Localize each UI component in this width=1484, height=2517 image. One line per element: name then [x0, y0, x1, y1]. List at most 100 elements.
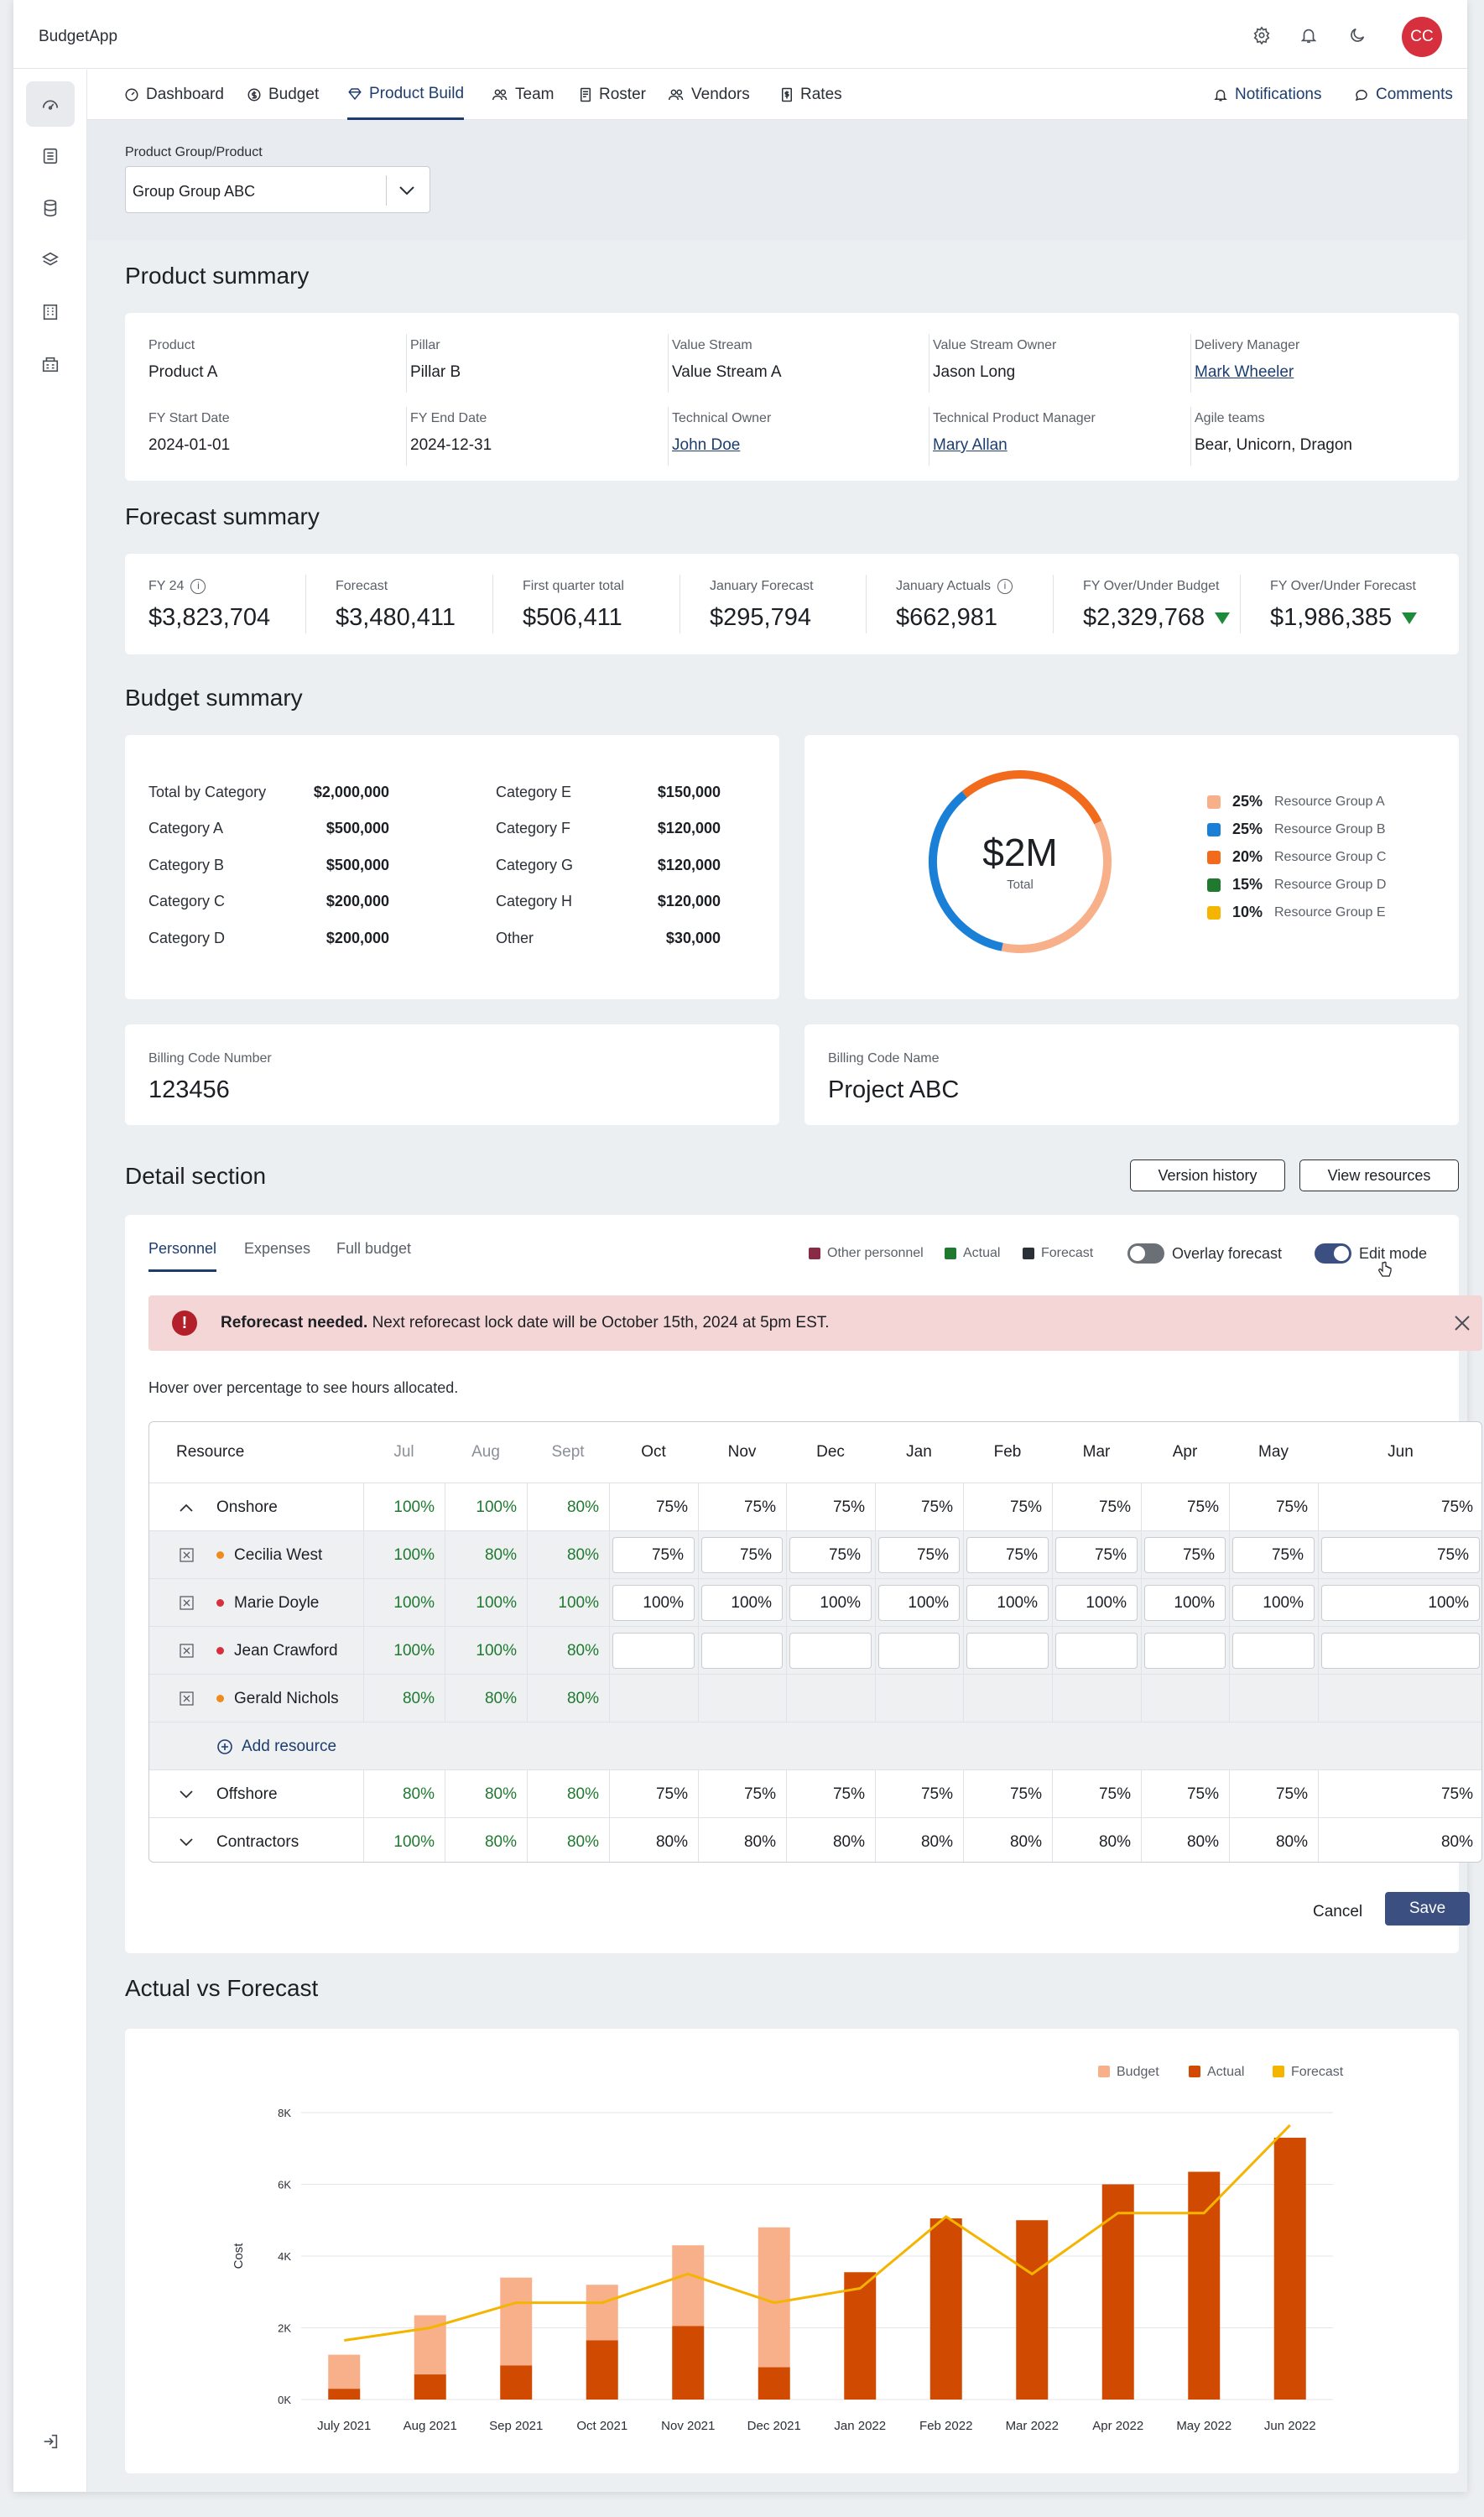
category-value: $200,000 — [325, 893, 389, 909]
tab-product-build[interactable]: Product Build — [347, 70, 465, 120]
allocation-input[interactable]: 75% — [1321, 1537, 1480, 1573]
allocation-input[interactable]: 100% — [1232, 1585, 1315, 1621]
delivery-manager-link[interactable]: Mark Wheeler — [1195, 363, 1294, 381]
column-divider — [1052, 1579, 1053, 1627]
legend-swatch — [1207, 906, 1221, 920]
chart-card: 0K 2K 4K 6K 8K Cost July 2021 Aug 2021 Sep 2021 O… — [125, 2029, 1459, 2473]
column-divider — [1141, 1483, 1142, 1531]
logout-icon[interactable] — [26, 2419, 75, 2464]
allocation-input[interactable] — [878, 1633, 960, 1669]
allocation-input[interactable]: 75% — [1055, 1537, 1138, 1573]
column-divider — [363, 1579, 364, 1627]
remove-resource-icon[interactable] — [180, 1548, 194, 1562]
allocation-input[interactable]: 100% — [1144, 1585, 1226, 1621]
close-icon[interactable] — [1453, 1314, 1471, 1332]
edit-mode-toggle[interactable] — [1315, 1243, 1351, 1264]
column-divider — [1141, 1579, 1142, 1627]
sidebar-list-icon[interactable] — [26, 133, 75, 179]
settings-icon[interactable] — [1252, 25, 1272, 45]
allocation-input[interactable]: 75% — [966, 1537, 1049, 1573]
legend-swatch — [1098, 2066, 1110, 2077]
comments-link[interactable]: Comments — [1354, 70, 1453, 120]
allocation-input[interactable] — [1144, 1633, 1226, 1669]
tab-vendors[interactable]: Vendors — [668, 70, 750, 120]
column-divider — [1229, 1770, 1230, 1818]
resource-name-text: Marie Doyle — [234, 1593, 320, 1612]
forecast-allocation — [1318, 1675, 1481, 1722]
forecast-allocation: 75% — [1186, 1498, 1219, 1516]
allocation-input[interactable]: 75% — [612, 1537, 695, 1573]
allocation-input[interactable]: 100% — [1321, 1585, 1480, 1621]
allocation-input[interactable] — [1232, 1633, 1315, 1669]
tab-dashboard[interactable]: Dashboard — [124, 70, 224, 120]
allocation-input[interactable] — [612, 1633, 695, 1669]
save-button[interactable]: Save — [1385, 1892, 1470, 1926]
allocation-input[interactable]: 75% — [701, 1537, 783, 1573]
tab-team[interactable]: Team — [492, 70, 554, 120]
allocation-input[interactable] — [1321, 1633, 1480, 1669]
tab-roster[interactable]: Roster — [579, 70, 646, 120]
info-icon[interactable]: i — [997, 579, 1013, 594]
chevron-up-icon[interactable] — [178, 1500, 195, 1515]
allocation-input[interactable]: 100% — [701, 1585, 783, 1621]
allocation-input[interactable]: 75% — [878, 1537, 960, 1573]
remove-resource-icon[interactable] — [180, 1691, 194, 1706]
allocation-input[interactable]: 100% — [789, 1585, 872, 1621]
actual-bar — [758, 2367, 790, 2400]
version-history-button[interactable]: Version history — [1130, 1159, 1285, 1191]
subtab-full-budget[interactable]: Full budget — [336, 1240, 412, 1257]
actual-allocation: 80% — [566, 1498, 599, 1516]
tpm-link[interactable]: Mary Allan — [933, 436, 1008, 454]
tab-rates[interactable]: Rates — [780, 70, 842, 120]
sidebar-building-icon[interactable] — [26, 289, 75, 335]
chevron-down-icon[interactable] — [178, 1787, 195, 1802]
product-group-select[interactable]: Group Group ABC — [125, 166, 430, 213]
info-icon[interactable]: i — [190, 579, 206, 594]
subtab-expenses[interactable]: Expenses — [244, 1240, 311, 1257]
chevron-down-icon[interactable] — [178, 1835, 195, 1850]
allocation-input[interactable] — [1055, 1633, 1138, 1669]
divider — [492, 575, 493, 633]
allocation-input[interactable]: 75% — [789, 1537, 872, 1573]
avatar[interactable]: CC — [1402, 17, 1442, 57]
allocation-input[interactable] — [966, 1633, 1049, 1669]
filter-label: Product Group/Product — [125, 145, 263, 159]
notifications-link[interactable]: Notifications — [1213, 70, 1322, 120]
tab-label: Budget — [268, 86, 320, 103]
legend-pct: 25% — [1232, 793, 1263, 810]
sidebar-layers-icon[interactable] — [26, 237, 75, 283]
value-stream-value: Value Stream A — [672, 363, 782, 381]
allocation-input[interactable]: 100% — [612, 1585, 695, 1621]
column-divider — [875, 1531, 876, 1579]
remove-resource-icon[interactable] — [180, 1644, 194, 1658]
legend-swatch — [1207, 795, 1221, 809]
technical-owner-link[interactable]: John Doe — [672, 436, 741, 454]
tab-budget[interactable]: Budget — [247, 70, 319, 120]
bell-icon[interactable] — [1299, 25, 1319, 45]
allocation-input[interactable]: 75% — [1144, 1537, 1226, 1573]
status-dot — [216, 1647, 224, 1655]
sidebar-database-icon[interactable] — [26, 185, 75, 231]
allocation-input[interactable]: 100% — [966, 1585, 1049, 1621]
add-resource-button[interactable]: Add resource — [216, 1722, 336, 1770]
moon-icon[interactable] — [1347, 25, 1367, 45]
sidebar-organization-icon[interactable] — [26, 341, 75, 387]
allocation-input[interactable]: 100% — [878, 1585, 960, 1621]
remove-resource-icon[interactable] — [180, 1596, 194, 1610]
subtab-personnel[interactable]: Personnel — [148, 1240, 217, 1272]
kpi-label: FY Over/Under Forecast — [1270, 579, 1416, 593]
sidebar-dashboard-icon[interactable] — [26, 81, 75, 127]
column-divider — [1141, 1818, 1142, 1862]
allocation-input[interactable]: 100% — [1055, 1585, 1138, 1621]
alert-body: Next reforecast lock date will be Octobe… — [367, 1314, 830, 1331]
allocation-input[interactable] — [701, 1633, 783, 1669]
allocation-input[interactable] — [789, 1633, 872, 1669]
column-divider — [1141, 1531, 1142, 1579]
category-name: Category G — [496, 857, 574, 873]
allocation-input[interactable]: 75% — [1232, 1537, 1315, 1573]
cancel-button[interactable]: Cancel — [1313, 1903, 1363, 1920]
actual-allocation: 100% — [393, 1498, 435, 1516]
sidebar — [13, 70, 87, 2492]
view-resources-button[interactable]: View resources — [1299, 1159, 1459, 1191]
overlay-forecast-toggle[interactable] — [1127, 1243, 1164, 1264]
